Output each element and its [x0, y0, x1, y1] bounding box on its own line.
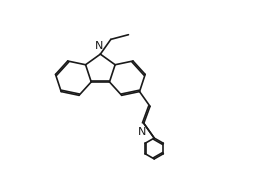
Text: N: N: [95, 41, 103, 51]
Text: N: N: [138, 127, 147, 137]
